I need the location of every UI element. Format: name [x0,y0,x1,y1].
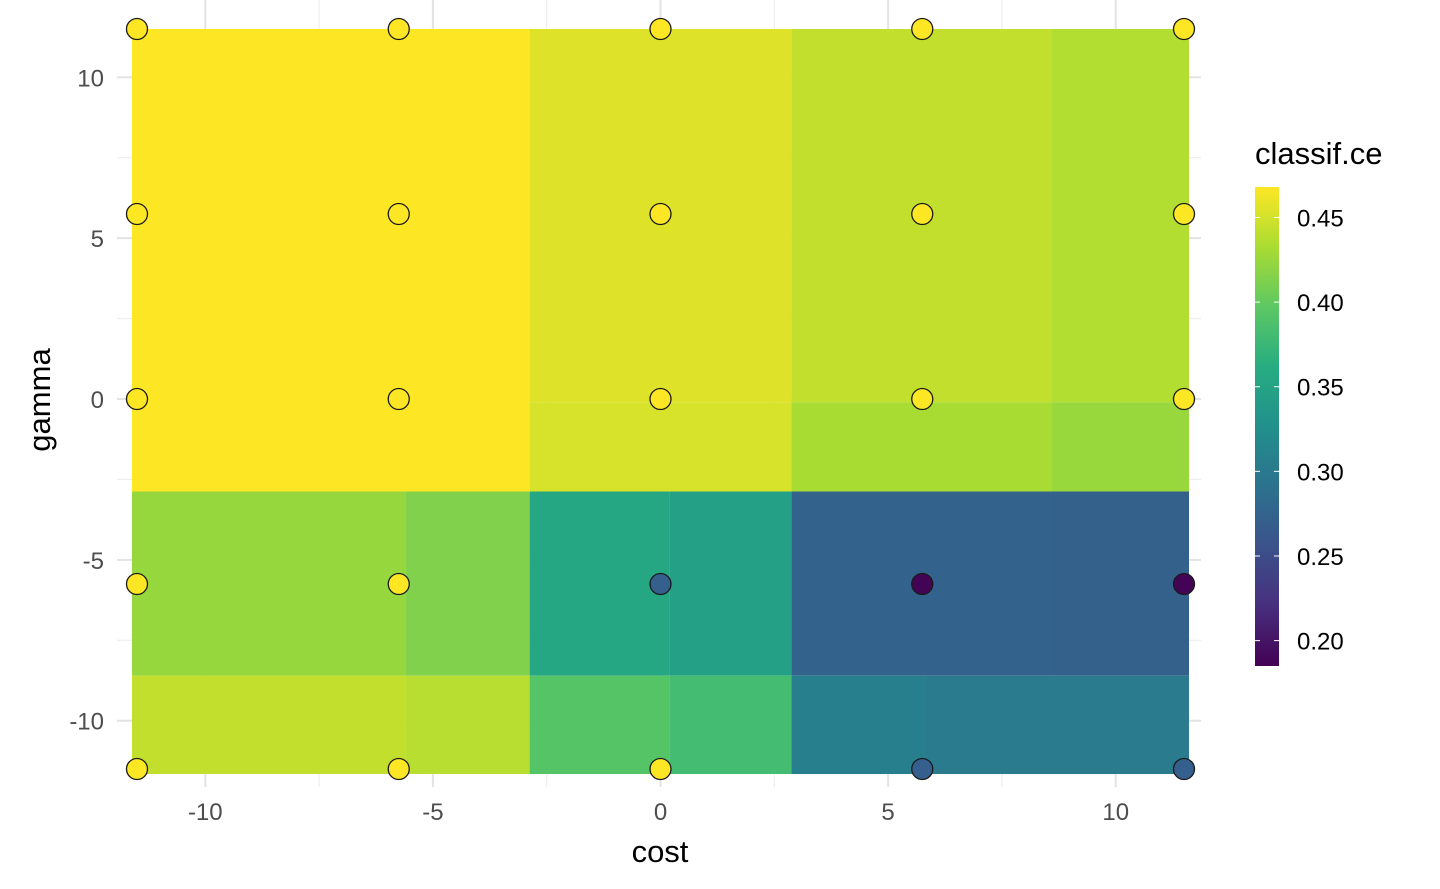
data-point [387,202,410,226]
data-point [125,572,149,596]
heatmap-tile [1051,491,1189,676]
data-point [1172,17,1196,41]
heatmap-tiles [132,29,1189,774]
heatmap-tile [529,675,670,774]
data-point [911,572,934,596]
data-point [1172,572,1196,596]
legend: classif.ce 0.20 0.25 0.30 0.35 0.40 0.45 [1255,136,1382,666]
y-axis-title: gamma [22,348,57,452]
heatmap-tile [132,491,406,676]
data-point [387,387,410,411]
y-tick-label: 0 [91,387,104,414]
legend-tick-label: 0.30 [1297,459,1344,486]
heatmap-tile [132,29,530,492]
data-point [125,17,149,41]
data-point [911,202,934,226]
data-point [649,17,672,41]
data-point [125,202,149,226]
x-tick-label: -10 [188,799,223,826]
heatmap-tile [791,402,1052,492]
legend-tick-label: 0.35 [1297,375,1344,402]
heatmap-tile [1051,29,1189,403]
legend-tick-label: 0.40 [1297,290,1344,317]
data-point [1172,202,1196,226]
data-point [911,17,934,41]
y-tick-label: 10 [77,65,104,92]
x-axis-ticks: -10 -5 0 5 10 [188,799,1129,826]
heatmap-tile [791,675,925,774]
y-tick-label: -5 [83,548,104,575]
data-point [649,202,672,226]
y-tick-label: 5 [91,226,104,253]
heatmap-tile [669,675,792,774]
legend-ticks: 0.20 0.25 0.30 0.35 0.40 0.45 [1255,205,1344,656]
x-tick-label: 0 [654,799,667,826]
heatmap-tile [669,491,792,676]
legend-tick-label: 0.45 [1297,205,1344,232]
data-point [649,757,672,781]
legend-tick-label: 0.25 [1297,544,1344,571]
legend-title: classif.ce [1255,136,1382,171]
heatmap-tile [405,491,530,676]
heatmap-tile [529,491,670,676]
data-point [1172,387,1196,411]
data-point [387,572,410,596]
x-tick-label: 10 [1102,799,1129,826]
data-point [125,387,149,411]
data-point [649,387,672,411]
x-axis-title: cost [632,834,689,869]
heatmap-tile [529,402,792,492]
x-tick-label: 5 [881,799,894,826]
data-point [125,757,149,781]
legend-tick-label: 0.20 [1297,629,1344,656]
y-tick-label: -10 [69,709,104,736]
data-point [387,17,410,41]
data-point [1172,757,1196,781]
data-point [911,757,934,781]
heatmap-tile [405,675,530,774]
x-tick-label: -5 [422,799,443,826]
data-point [387,757,410,781]
data-point [911,387,934,411]
heatmap-tile [924,675,1189,774]
y-axis-ticks: -10 -5 0 5 10 [69,65,104,735]
data-point [649,572,672,596]
data-points [125,17,1196,781]
heatmap-tile [132,675,406,774]
heatmap-tile [1051,402,1189,492]
legend-colorbar [1255,187,1279,666]
